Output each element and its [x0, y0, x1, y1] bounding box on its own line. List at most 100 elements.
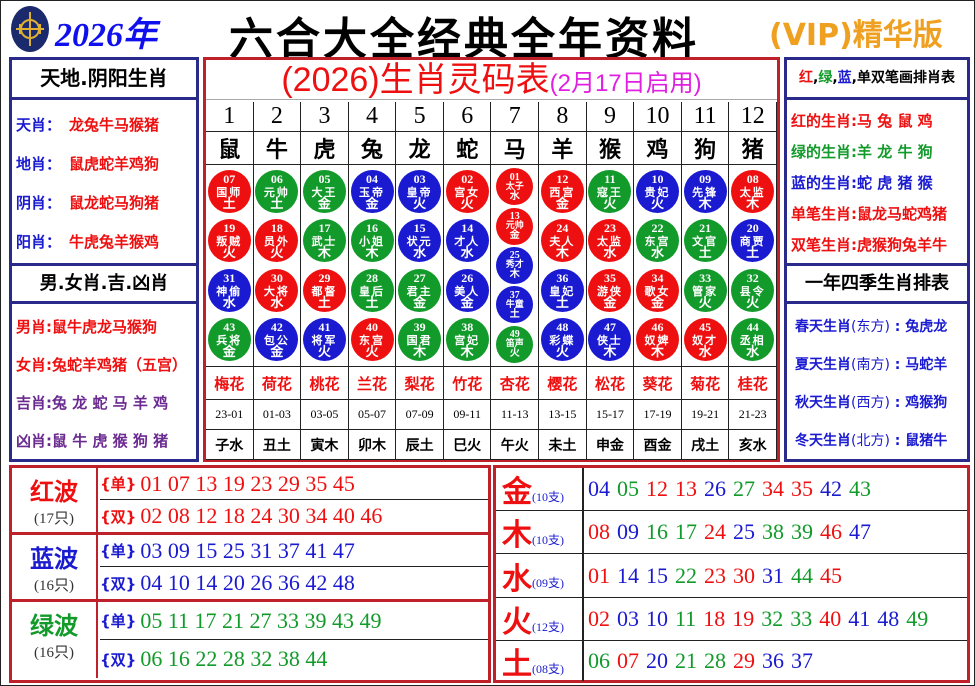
ball-title: 皇妃: [549, 284, 576, 298]
ball-number: 46: [651, 319, 664, 334]
list-item: 冬天生肖(北方) : 鼠猪牛: [795, 422, 967, 460]
title-rest: 单双笔画排肖表: [856, 70, 955, 86]
element-number: 01: [588, 562, 610, 588]
number-ball: 47 侠士木: [588, 317, 632, 361]
number-ball: 39 国君木: [398, 317, 442, 361]
ball-title: 夫人: [549, 235, 576, 249]
element-number: 28: [704, 648, 726, 673]
item-value: 牛虎兔羊猴鸡: [69, 233, 160, 251]
item-key: 绿的生肖: [791, 143, 852, 161]
colon: ：: [46, 116, 62, 134]
ball-title: 西宫: [549, 186, 576, 200]
ball-element: 水: [270, 295, 284, 311]
number-ball: 23 太监水: [588, 219, 632, 263]
list-item: 阳肖： 牛虎兔羊猴鸡: [16, 223, 196, 262]
element-number: 38: [762, 519, 784, 544]
number-ball: 07 国师土: [207, 170, 251, 214]
ball-title: 玉帝: [359, 186, 386, 200]
ball-title: 小姐: [359, 235, 386, 249]
ball-element: 水: [222, 295, 236, 311]
column-number: 12: [729, 102, 777, 132]
number-list: 03 09 15 25 31 37 41 47: [140, 537, 355, 563]
ball-cell: 11 寇王火 23 太监水 35 游侠金 47 侠士木: [586, 165, 635, 367]
flower-name: 桃花: [301, 367, 349, 400]
number-ball: 01 太子水: [496, 168, 534, 206]
time-range: 07-09: [396, 400, 444, 430]
ball-number: 41: [318, 319, 331, 334]
season-value: 鸡猴狗: [905, 395, 948, 411]
flower-name: 松花: [586, 367, 635, 400]
earthly-branch: 巳火: [443, 430, 492, 460]
wave-label: 红波 (17只): [12, 468, 98, 532]
element-number: 09: [617, 519, 639, 544]
item-key: 蓝的生肖: [791, 174, 852, 192]
ball-element: 木: [603, 344, 617, 360]
earthly-branch: 戌土: [681, 430, 730, 460]
ball-element: 火: [270, 246, 284, 262]
number-ball: 11 寇王火: [588, 170, 632, 214]
element-number: 08: [588, 519, 610, 544]
zodiac-name: 鼠: [206, 132, 254, 165]
left-panel: 天地.阴阳生肖 天肖： 龙兔牛马猴猪 地肖： 鼠虎蛇羊鸡狗 阴肖： 鼠龙蛇马狗猪 阳肖： 牛虎…: [9, 57, 199, 462]
list-item: 吉肖:兔 龙 蛇 马 羊 鸡: [16, 384, 196, 422]
ball-number: 31: [223, 270, 236, 285]
zodiac-name: 蛇: [443, 132, 492, 165]
ball-title: 彩蝶: [549, 333, 576, 347]
element-row: 火 (12支) 02 03 10 11 18 19 32 33 40 41 48 49: [496, 598, 967, 641]
colon: :: [851, 143, 858, 161]
element-row: 水 (09支) 01 14 15 22 23 30 31 44 45: [496, 554, 967, 598]
season-direction: (北方): [851, 433, 890, 449]
number-ball: 19 叛贼火: [207, 219, 251, 263]
element-number: 31: [762, 562, 784, 588]
element-number: 43: [849, 476, 871, 501]
element-name: 水: [502, 561, 532, 597]
number-ball: 14 才人水: [445, 219, 489, 263]
ball-number: 32: [746, 270, 759, 285]
ball-number: 48: [556, 319, 569, 334]
ball-number: 36: [556, 270, 569, 285]
parity-tag: {双}: [100, 574, 137, 593]
wave-odd-numbers: {单} 05 11 17 21 27 33 39 43 49: [100, 602, 488, 640]
item-value: 鼠龙马蛇鸡猪: [857, 205, 948, 223]
number-ball: 04 玉帝金: [350, 170, 394, 214]
ball-element: 火: [603, 197, 617, 213]
element-number: 05: [617, 476, 639, 501]
element-number: 44: [791, 562, 813, 588]
column-number: 8: [539, 102, 587, 132]
element-number: 33: [790, 606, 813, 631]
time-range: 21-23: [729, 400, 777, 430]
element-count: (08支): [532, 661, 564, 676]
list-item: 凶肖:鼠 牛 虎 猴 狗 猪: [16, 422, 196, 460]
flower-name: 杏花: [491, 367, 540, 400]
column-number: 10: [634, 102, 682, 132]
ball-title: 都督: [311, 284, 338, 298]
ball-title: 宫妃: [454, 333, 481, 347]
ball-number: 27: [413, 270, 426, 285]
heaven-earth-list: 天肖： 龙兔牛马猴猪 地肖： 鼠虎蛇羊鸡狗 阴肖： 鼠龙蛇马狗猪 阳肖： 牛虎兔羊猴鸡: [12, 100, 196, 266]
ball-number: 01: [509, 171, 520, 183]
season-key: 冬天生肖: [795, 433, 851, 449]
element-number: 45: [820, 562, 842, 588]
number-ball: 38 宫妃木: [445, 317, 489, 361]
list-item: 阴肖： 鼠龙蛇马狗猪: [16, 184, 196, 223]
zodiac-name: 兔: [348, 132, 397, 165]
element-number: 40: [819, 606, 842, 631]
element-number: 13: [675, 476, 697, 501]
ball-cell: 09 先锋木 21 文官土 33 管家火 45 奴才水: [681, 165, 730, 367]
element-number: 25: [733, 519, 755, 544]
list-item: 蓝的生肖:蛇 虎 猪 猴: [791, 168, 967, 199]
ball-element: 金: [222, 344, 236, 360]
wave-group-green: 绿波 (16只) {单} 05 11 17 21 27 33 39 43 49 {双} 0…: [12, 602, 488, 678]
ball-element: 水: [460, 246, 474, 262]
element-label: 木 (10支): [496, 511, 584, 553]
ball-title: 神偷: [216, 284, 243, 298]
number-list: 05 11 17 21 27 33 39 43 49: [140, 607, 382, 633]
element-number: 35: [791, 476, 813, 501]
number-ball: 34 歌女金: [636, 268, 680, 312]
ball-title: 太子: [505, 181, 524, 192]
element-name: 土: [502, 647, 532, 682]
number-ball: 18 员外火: [255, 219, 299, 263]
element-numbers: 04 05 12 13 26 27 34 35 42 43: [584, 476, 878, 502]
list-item: 红的生肖:马 兔 鼠 鸡: [791, 106, 967, 137]
ball-title: 丞相: [739, 333, 766, 347]
